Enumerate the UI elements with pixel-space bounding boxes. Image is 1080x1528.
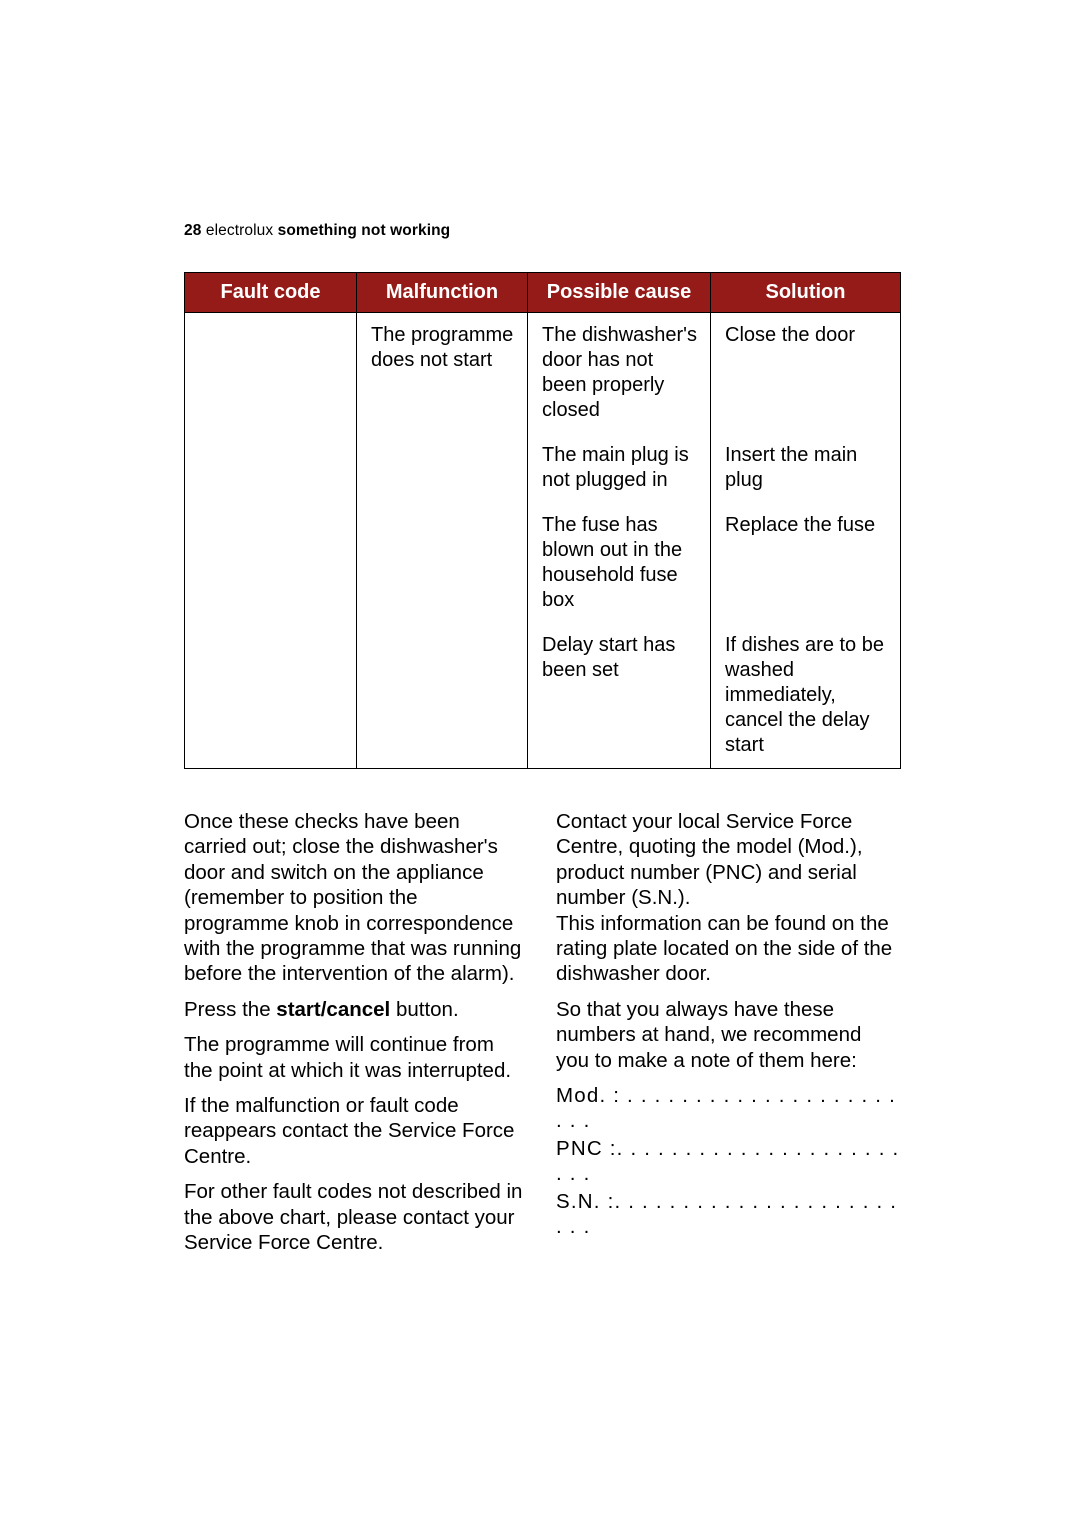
paragraph: Once these checks have been carried out;… <box>184 809 528 987</box>
sn-field-line: S.N. :. . . . . . . . . . . . . . . . . … <box>556 1189 900 1240</box>
start-cancel-bold: start/cancel <box>276 998 390 1021</box>
mod-field-line: Mod. : . . . . . . . . . . . . . . . . .… <box>556 1083 900 1134</box>
paragraph: The programme will continue from the poi… <box>184 1032 528 1083</box>
cell-solution: Replace the fuse <box>711 503 901 623</box>
table-header-row: Fault code Malfunction Possible cause So… <box>185 273 901 313</box>
cell-cause: The fuse has blown out in the household … <box>528 503 711 623</box>
page: 28 electrolux something not working Faul… <box>0 0 1080 1528</box>
cell-solution: Insert the main plug <box>711 433 901 503</box>
text: Press the <box>184 998 276 1021</box>
running-header: 28 electrolux something not working <box>184 222 900 240</box>
body-columns: Once these checks have been carried out;… <box>184 809 900 1266</box>
col-solution: Solution <box>711 273 901 313</box>
right-column: Contact your local Service Force Centre,… <box>556 809 900 1266</box>
cell-solution: If dishes are to be washed immediately, … <box>711 623 901 769</box>
cell-cause: Delay start has been set <box>528 623 711 769</box>
page-number: 28 <box>184 222 201 239</box>
cell-solution: Close the door <box>711 313 901 434</box>
col-fault-code: Fault code <box>185 273 357 313</box>
cell-fault-code <box>185 313 357 769</box>
paragraph: This information can be found on the rat… <box>556 911 900 987</box>
col-malfunction: Malfunction <box>357 273 528 313</box>
pnc-field-line: PNC :. . . . . . . . . . . . . . . . . .… <box>556 1136 900 1187</box>
paragraph: For other fault codes not described in t… <box>184 1179 528 1255</box>
left-column: Once these checks have been carried out;… <box>184 809 528 1266</box>
paragraph: So that you always have these numbers at… <box>556 997 900 1073</box>
brand-name: electrolux <box>206 222 273 239</box>
paragraph: If the malfunction or fault code reappea… <box>184 1093 528 1169</box>
paragraph: Contact your local Service Force Centre,… <box>556 809 900 911</box>
cell-cause: The main plug is not plugged in <box>528 433 711 503</box>
table-row: The programme does not start The dishwas… <box>185 313 901 434</box>
col-possible-cause: Possible cause <box>528 273 711 313</box>
cell-malfunction: The programme does not start <box>357 313 528 769</box>
fault-table: Fault code Malfunction Possible cause So… <box>184 272 901 769</box>
text: button. <box>390 998 458 1021</box>
text: Contact your local Service Force Centre,… <box>556 810 863 909</box>
cell-cause: The dishwasher's door has not been prope… <box>528 313 711 434</box>
section-title: something not working <box>278 222 451 239</box>
paragraph: Press the start/cancel button. <box>184 997 528 1022</box>
